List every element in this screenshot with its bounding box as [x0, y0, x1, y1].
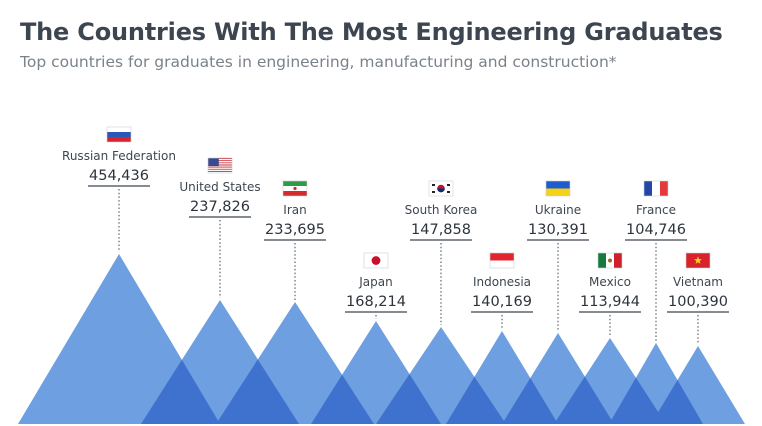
value-label-iran: 233,695	[265, 222, 325, 238]
russia-flag	[106, 126, 132, 143]
iran-flag	[282, 180, 308, 197]
peak-overlap	[554, 376, 614, 424]
country-label-japan: Japan	[358, 275, 392, 289]
country-label-russian-federation: Russian Federation	[62, 149, 176, 163]
value-label-united-states: 237,826	[190, 199, 250, 215]
peak-overlap	[141, 359, 220, 424]
country-label-vietnam: Vietnam	[673, 275, 723, 289]
peak-overlap	[502, 378, 558, 424]
peak-overlap	[376, 374, 441, 424]
country-label-south-korea: South Korea	[405, 203, 478, 217]
usa-flag	[207, 157, 233, 174]
country-label-mexico: Mexico	[589, 275, 631, 289]
country-label-iran: Iran	[283, 203, 306, 217]
value-label-ukraine: 130,391	[528, 222, 588, 238]
peak-overlap	[651, 380, 703, 424]
france-flag	[643, 180, 669, 197]
chart-title: The Countries With The Most Engineering …	[20, 18, 723, 46]
mexico-flag	[597, 252, 623, 269]
country-label-ukraine: Ukraine	[535, 203, 581, 217]
value-label-south-korea: 147,858	[411, 222, 471, 238]
peak-overlap	[446, 376, 506, 424]
value-label-russian-federation: 454,436	[89, 168, 149, 184]
ukraine-flag	[545, 180, 571, 197]
japan-flag	[363, 252, 389, 269]
country-label-france: France	[636, 203, 676, 217]
peak-overlap	[311, 374, 374, 424]
indonesia-flag	[489, 252, 515, 269]
south-korea-flag	[428, 180, 454, 197]
value-label-mexico: 113,944	[580, 294, 640, 310]
value-label-indonesia: 140,169	[472, 294, 532, 310]
vietnam-flag	[685, 252, 711, 269]
chart-subtitle: Top countries for graduates in engineeri…	[20, 53, 617, 71]
peak-overlap	[216, 359, 299, 424]
value-label-france: 104,746	[626, 222, 686, 238]
country-label-indonesia: Indonesia	[473, 275, 531, 289]
peak-overlap	[609, 377, 666, 424]
country-label-united-states: United States	[179, 180, 260, 194]
value-label-vietnam: 100,390	[668, 294, 728, 310]
value-label-japan: 168,214	[346, 294, 406, 310]
